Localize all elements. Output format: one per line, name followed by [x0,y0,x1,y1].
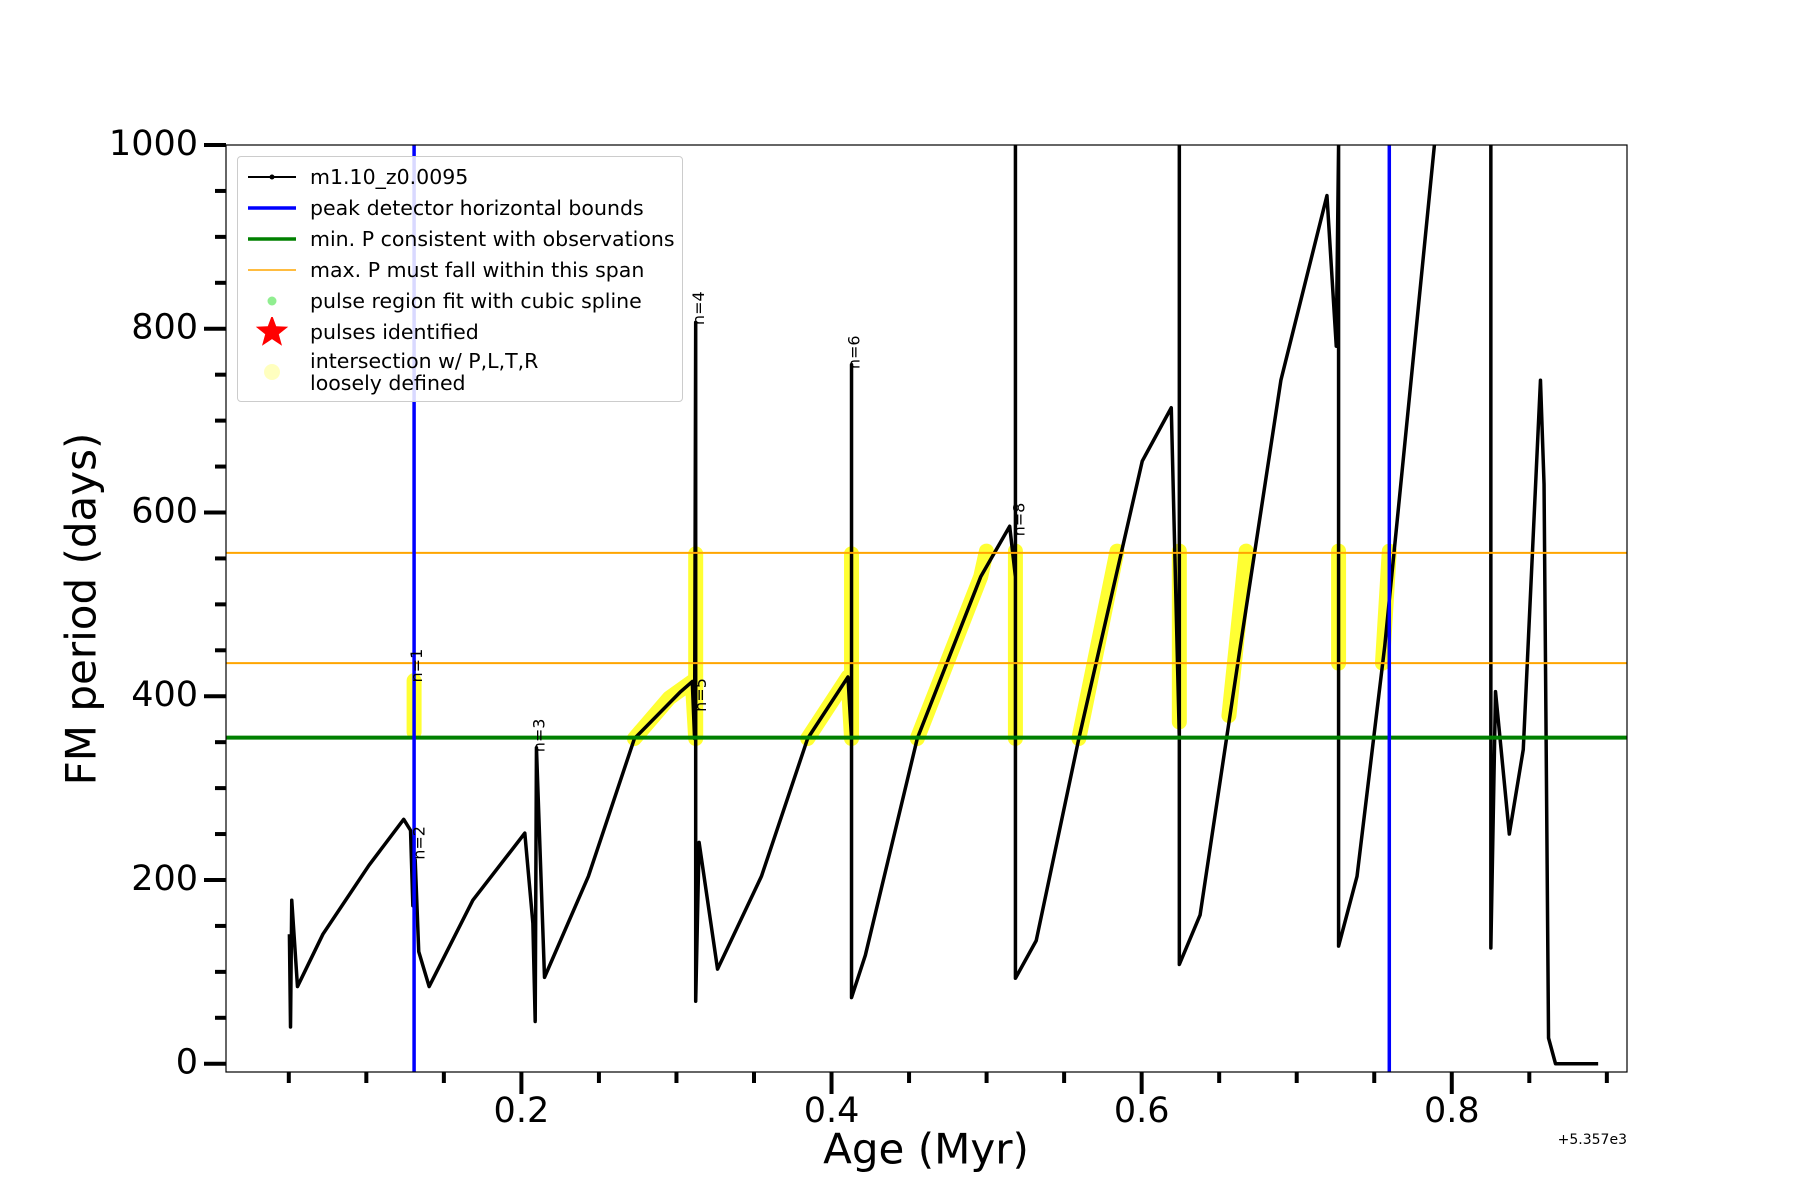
y-tick-label: 800 [131,308,198,348]
legend-dot [267,296,277,305]
legend-entry: m1.10_z0.0095 [238,161,682,192]
annotation: n=1 [407,649,426,683]
legend-label: max. P must fall within this span [310,257,645,282]
legend-label: intersection w/ P,L,T,R loosely defined [310,349,539,395]
annotation: n=2 [409,826,428,860]
legend-label: pulses identified [310,319,479,344]
highlight-band [406,543,1397,746]
y-tick-label: 0 [176,1043,198,1083]
legend-dot [269,174,275,179]
axes-frame [225,144,1628,1073]
legend-label: min. P consistent with observations [310,226,675,251]
legend-marker [248,268,296,271]
legend-entry: peak detector horizontal bounds [238,192,682,223]
legend-entry: pulses identified [238,316,682,347]
x-tick-label: 0.6 [1114,1091,1170,1131]
annotation: n=8 [1010,503,1029,537]
annotation: n=6 [845,335,864,369]
annotation: n=5 [691,678,710,712]
y-tick-label: 600 [131,491,198,531]
legend-marker [248,205,296,210]
annotation: n=3 [530,719,549,753]
legend-marker [248,174,296,179]
plot-area [226,145,1627,1072]
x-tick-label: 0.8 [1424,1091,1480,1131]
legend-label: pulse region fit with cubic spline [310,288,642,313]
legend-marker [264,364,280,380]
legend-dot [264,364,280,380]
legend-label: m1.10_z0.0095 [310,164,469,189]
x-tick-label: 0.4 [804,1091,860,1131]
legend-entry: max. P must fall within this span [238,254,682,285]
y-tick-label: 400 [131,675,198,715]
legend-marker [248,236,296,241]
x-axis-label: Age (Myr) [823,1125,1029,1174]
y-tick-label: 1000 [109,124,198,164]
legend-entry: min. P consistent with observations [238,223,682,254]
legend-star [255,316,289,346]
legend-marker [267,296,277,305]
legend-marker [255,316,289,346]
x-offset-text: +5.357e3 [1558,1132,1627,1148]
y-tick-label: 200 [131,859,198,899]
legend-entry: intersection w/ P,L,T,R loosely defined [238,347,682,397]
y-axis-label: FM period (days) [57,433,106,786]
annotation: n=4 [689,291,708,325]
legend-label: peak detector horizontal bounds [310,195,644,220]
x-tick-label: 0.2 [494,1091,550,1131]
legend-entry: pulse region fit with cubic spline [238,285,682,316]
